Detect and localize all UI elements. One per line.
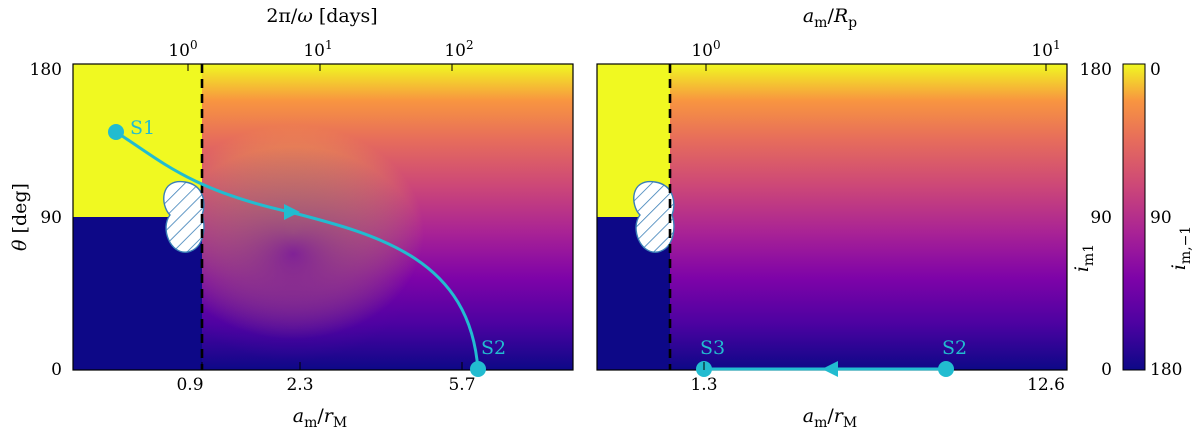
left-trajectory-arrow bbox=[284, 204, 300, 220]
left-panel: S1 S2 0.9 2.3 5.7 100 101 102 180 90 0 a… bbox=[9, 5, 574, 431]
left-bottom-ticks bbox=[201, 362, 463, 370]
colorbar: 180 90 0 0 90 180 im1 im,−1 bbox=[1071, 60, 1194, 380]
left-hatch-region bbox=[163, 181, 205, 253]
left-top-tick-0: 100 bbox=[168, 38, 197, 61]
left-end-marker bbox=[470, 361, 486, 377]
right-hatch-region bbox=[633, 181, 675, 253]
left-y-axis-label: θ [deg] bbox=[9, 183, 31, 251]
left-trajectory bbox=[115, 130, 480, 371]
left-top-tick-1: 101 bbox=[303, 38, 332, 61]
left-top-tick-2: 102 bbox=[444, 38, 473, 61]
right-x-axis-label: am/rM bbox=[803, 405, 857, 431]
right-heatmap bbox=[597, 64, 1067, 370]
right-start-marker bbox=[938, 361, 954, 377]
colorbar-left-tick-1: 90 bbox=[1090, 208, 1112, 228]
colorbar-right-tick-0: 0 bbox=[1150, 60, 1161, 80]
right-x-tick-1: 12.6 bbox=[1027, 375, 1065, 395]
colorbar-left-label: im1 bbox=[1071, 244, 1097, 272]
left-x-tick-1: 2.3 bbox=[286, 375, 313, 395]
colorbar-gradient bbox=[1122, 63, 1146, 371]
left-x-tick-0: 0.9 bbox=[176, 375, 203, 395]
left-frame bbox=[72, 63, 574, 371]
colorbar-right-tick-2: 180 bbox=[1150, 360, 1182, 380]
right-end-label: S3 bbox=[700, 337, 725, 359]
right-top-tick-1: 101 bbox=[1031, 38, 1060, 61]
colorbar-left-tick-0: 180 bbox=[1080, 60, 1112, 80]
colorbar-right-tick-1: 90 bbox=[1150, 208, 1172, 228]
left-start-label: S1 bbox=[130, 117, 155, 139]
right-top-axis-label: am/Rp bbox=[803, 5, 857, 31]
left-y-tick-90: 90 bbox=[40, 208, 62, 228]
right-x-tick-0: 1.3 bbox=[690, 375, 717, 395]
left-x-tick-2: 5.7 bbox=[448, 375, 475, 395]
colorbar-left-tick-2: 0 bbox=[1101, 360, 1112, 380]
right-panel: S3 S2 1.3 12.6 100 101 am/rM am/Rp bbox=[596, 5, 1068, 431]
right-start-label: S2 bbox=[942, 337, 967, 359]
colorbar-right-label: im,−1 bbox=[1168, 226, 1194, 270]
left-y-tick-180: 180 bbox=[30, 60, 62, 80]
right-top-tick-0: 100 bbox=[691, 38, 720, 61]
left-end-label: S2 bbox=[481, 337, 506, 359]
left-top-ticks bbox=[187, 64, 453, 71]
left-top-axis-label: 2π/ω [days] bbox=[266, 5, 377, 27]
right-trajectory-arrow bbox=[822, 361, 838, 377]
left-x-axis-label: am/rM bbox=[293, 405, 347, 431]
left-heatmap bbox=[73, 64, 573, 370]
left-start-marker bbox=[108, 124, 124, 140]
left-y-tick-0: 0 bbox=[51, 360, 62, 380]
